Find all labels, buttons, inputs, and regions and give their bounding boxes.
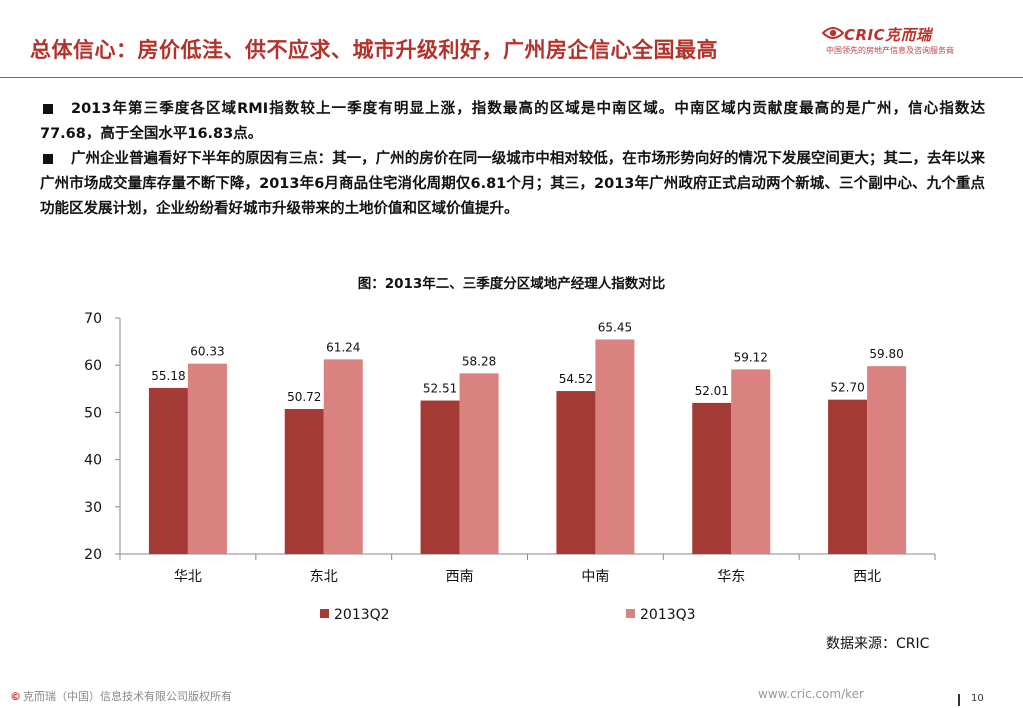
summary-bullets: 2013年第三季度各区域RMI指数较上一季度有明显上涨，指数最高的区域是中南区域… <box>40 97 985 222</box>
y-tick-label: 30 <box>84 500 102 516</box>
square-bullet-icon <box>43 103 53 114</box>
bar-2013Q3 <box>731 369 771 554</box>
copyright-icon: © <box>10 690 21 703</box>
bullet-text: 广州企业普遍看好下半年的原因有三点：其一，广州的房价在同一级城市中相对较低，在市… <box>40 151 985 217</box>
y-tick-label: 50 <box>84 405 102 421</box>
logo-tagline: 中国领先的房地产信息及咨询服务商 <box>826 46 954 55</box>
x-tick-label: 西南 <box>446 569 474 585</box>
bullet-text: 2013年第三季度各区域RMI指数较上一季度有明显上涨，指数最高的区域是中南区域… <box>40 101 985 142</box>
bar-2013Q2 <box>828 399 868 554</box>
x-tick-label: 东北 <box>310 569 338 585</box>
data-label: 58.28 <box>462 354 496 368</box>
footer-copyright: © 克而瑞（中国）信息技术有限公司版权所有 <box>10 688 232 704</box>
x-tick-label: 西北 <box>853 569 881 585</box>
bar-2013Q3 <box>187 363 227 554</box>
x-tick-label: 中南 <box>581 569 609 585</box>
bar-chart: 20 30 40 50 60 70 55.18 60.33 华北 50.72 61.24 东北 52.5… <box>84 311 936 623</box>
bullet-item: 2013年第三季度各区域RMI指数较上一季度有明显上涨，指数最高的区域是中南区域… <box>40 97 985 147</box>
square-bullet-icon <box>43 153 53 164</box>
x-tick-label: 华北 <box>174 569 202 585</box>
legend-swatch <box>320 609 329 618</box>
page-divider <box>958 694 960 706</box>
brand-logo: CRIC克而瑞 中国领先的房地产信息及咨询服务商 <box>822 24 982 64</box>
bar-2013Q3 <box>323 359 363 554</box>
page-title: 总体信心：房价低洼、供不应求、城市升级利好，广州房企信心全国最高 <box>30 38 718 62</box>
legend-label: 2013Q2 <box>334 607 390 623</box>
eye-logo-icon <box>822 27 844 39</box>
data-label: 55.18 <box>151 369 185 383</box>
legend-label: 2013Q3 <box>640 607 696 623</box>
chart-title: 图：2013年二、三季度分区域地产经理人指数对比 <box>357 276 666 292</box>
logo-name: CRIC克而瑞 <box>844 26 932 44</box>
bar-2013Q3 <box>867 366 907 554</box>
bar-2013Q2 <box>556 391 596 554</box>
data-label: 50.72 <box>287 390 321 404</box>
bar-2013Q3 <box>459 373 499 554</box>
data-label: 54.52 <box>559 372 593 386</box>
x-tick-label: 华东 <box>717 569 745 585</box>
bar-2013Q2 <box>420 400 460 554</box>
bar-2013Q2 <box>692 402 732 554</box>
data-source: 数据来源：CRIC <box>826 636 930 652</box>
y-tick-label: 60 <box>84 358 102 374</box>
page-number: 10 <box>971 693 984 704</box>
bullet-item: 广州企业普遍看好下半年的原因有三点：其一，广州的房价在同一级城市中相对较低，在市… <box>40 147 985 222</box>
data-label: 60.33 <box>190 345 224 359</box>
data-label: 65.45 <box>598 320 632 334</box>
copyright-text: 克而瑞（中国）信息技术有限公司版权所有 <box>23 690 232 703</box>
bar-2013Q2 <box>148 387 188 554</box>
data-label: 61.24 <box>326 340 360 354</box>
data-label: 52.51 <box>423 382 457 396</box>
bar-2013Q2 <box>284 409 324 554</box>
bar-2013Q3 <box>595 339 635 554</box>
y-tick-label: 40 <box>84 453 102 469</box>
footer-url[interactable]: www.cric.com/ker <box>758 687 864 701</box>
header-divider <box>0 77 1023 78</box>
y-tick-label: 70 <box>84 311 102 327</box>
data-label: 59.80 <box>869 347 903 361</box>
data-label: 59.12 <box>734 350 768 364</box>
data-label: 52.01 <box>695 384 729 398</box>
y-tick-label: 20 <box>84 547 102 563</box>
legend-swatch <box>626 609 635 618</box>
data-label: 52.70 <box>830 381 864 395</box>
